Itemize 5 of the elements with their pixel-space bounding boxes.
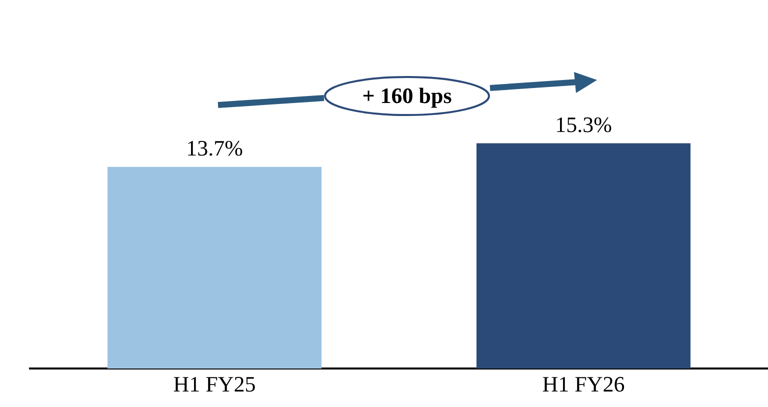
text: + 160 bps xyxy=(324,76,490,116)
data-label: 13.7% xyxy=(186,136,243,161)
data-label: 15.3% xyxy=(555,112,612,138)
x-tick-label: H1 FY26 xyxy=(542,372,625,397)
x-tick-label: H1 FY25 xyxy=(173,372,256,397)
